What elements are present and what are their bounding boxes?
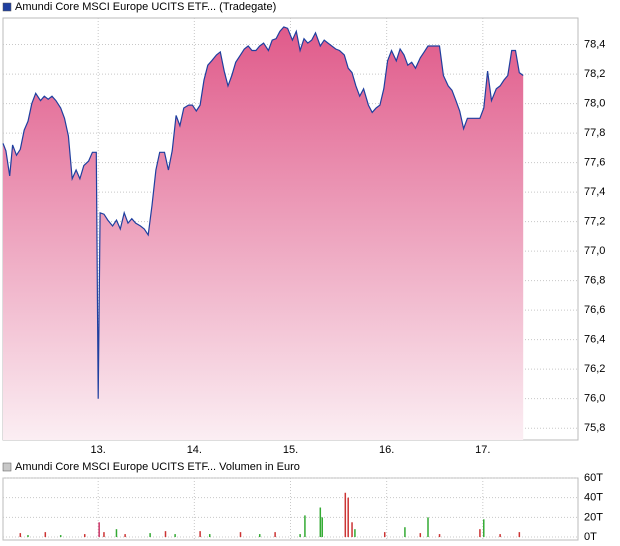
legend-label: Amundi Core MSCI Europe UCITS ETF... Vol…: [15, 461, 300, 473]
volume-bar: [44, 532, 47, 538]
volume-bar: [319, 507, 322, 538]
volume-bar: [208, 534, 211, 538]
volume-bar: [83, 534, 86, 538]
y-tick-label: 78,0: [584, 97, 605, 109]
y-tick-label: 77,4: [584, 186, 605, 198]
volume-bar: [479, 529, 481, 538]
volume-bar: [258, 534, 261, 538]
legend-swatch: [2, 462, 12, 472]
y-tick-label: 0T: [584, 531, 597, 543]
volume-bar: [499, 534, 501, 538]
y-tick-label: 76,6: [584, 304, 605, 316]
x-tick-label: 17.: [475, 444, 490, 456]
y-tick-label: 77,2: [584, 216, 605, 228]
y-tick-label: 77,6: [584, 157, 605, 169]
x-tick-label: 13.: [91, 444, 106, 456]
volume-bar: [304, 515, 306, 538]
volume-bar: [239, 532, 242, 538]
volume-bar: [274, 532, 276, 538]
y-tick-label: 78,4: [584, 38, 605, 50]
volume-bar: [354, 529, 356, 538]
y-tick-label: 60T: [584, 472, 603, 484]
volume-bar: [383, 532, 386, 538]
volume-bar: [103, 532, 105, 538]
volume-bar: [59, 535, 62, 538]
volume-bar: [351, 522, 353, 538]
y-tick-label: 76,0: [584, 393, 605, 405]
y-tick-label: 75,8: [584, 422, 605, 434]
volume-bar: [174, 534, 176, 538]
volume-bar: [404, 527, 406, 538]
volume-bar: [438, 534, 441, 538]
y-tick-label: 20T: [584, 511, 603, 523]
y-tick-label: 76,2: [584, 363, 605, 375]
legend-swatch: [2, 2, 12, 12]
y-tick-label: 76,8: [584, 275, 605, 287]
volume-bar: [299, 534, 301, 538]
x-tick-label: 14.: [187, 444, 202, 456]
area-fill: [3, 26, 524, 441]
x-tick-label: 16.: [379, 444, 394, 456]
price-line: [2, 26, 524, 399]
volume-bar: [344, 492, 347, 538]
volume-bar: [427, 517, 429, 538]
volume-bar: [27, 535, 29, 538]
volume-bar: [199, 531, 201, 538]
volume-bar: [115, 529, 118, 538]
y-tick-label: 76,4: [584, 334, 605, 346]
volume-bar: [149, 533, 151, 538]
volume-bar: [98, 522, 100, 538]
volume-bar: [347, 497, 349, 538]
volume-bar: [19, 533, 22, 538]
volume-bar: [321, 517, 323, 538]
volume-bar: [483, 519, 485, 538]
x-tick-label: 15.: [283, 444, 298, 456]
legend-label: Amundi Core MSCI Europe UCITS ETF... (Tr…: [15, 1, 276, 13]
volume-bar: [419, 533, 422, 538]
volume-bar: [124, 534, 126, 538]
volume-bar: [518, 532, 521, 538]
y-tick-label: 77,8: [584, 127, 605, 139]
y-tick-label: 77,0: [584, 245, 605, 257]
volume-bar: [164, 531, 167, 538]
y-tick-label: 78,2: [584, 68, 605, 80]
y-tick-label: 40T: [584, 492, 603, 504]
